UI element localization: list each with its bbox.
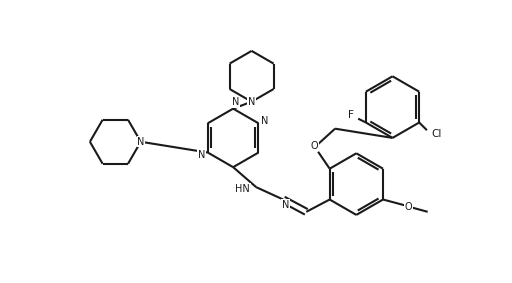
Text: N: N [137,137,144,147]
Text: O: O [404,202,412,212]
Text: F: F [348,110,353,120]
Text: Cl: Cl [431,129,441,139]
Text: N: N [232,97,239,108]
Text: HN: HN [236,184,250,194]
Text: N: N [198,150,205,160]
Text: O: O [310,141,318,151]
Text: N: N [282,200,289,210]
Text: N: N [261,116,268,126]
Text: N: N [248,97,255,107]
